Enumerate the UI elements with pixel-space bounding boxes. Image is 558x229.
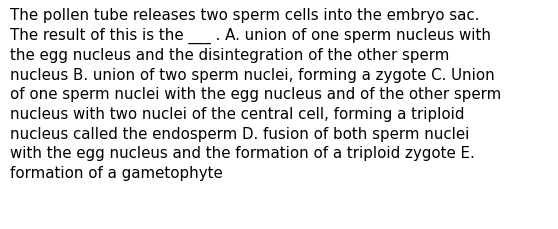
Text: The pollen tube releases two sperm cells into the embryo sac.
The result of this: The pollen tube releases two sperm cells… <box>10 8 501 180</box>
